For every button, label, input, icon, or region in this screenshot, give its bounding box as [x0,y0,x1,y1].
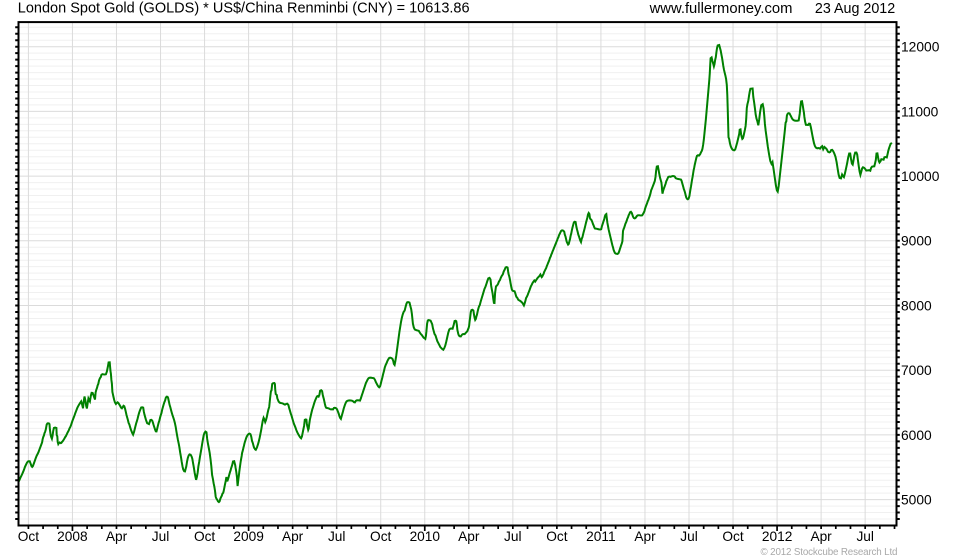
svg-text:Jul: Jul [328,529,346,544]
svg-text:2008: 2008 [57,529,88,544]
svg-text:© 2012 Stockcube Research Ltd: © 2012 Stockcube Research Ltd [761,547,898,558]
svg-text:2012: 2012 [762,529,792,544]
svg-text:www.fullermoney.com: www.fullermoney.com [649,1,793,17]
svg-text:Jul: Jul [680,529,698,544]
svg-text:Jul: Jul [152,529,170,544]
svg-text:11000: 11000 [901,104,939,119]
svg-text:Oct: Oct [194,529,215,544]
svg-text:2009: 2009 [233,529,263,544]
svg-text:6000: 6000 [901,428,932,443]
svg-text:23 Aug 2012: 23 Aug 2012 [815,1,895,17]
svg-text:2011: 2011 [586,529,615,544]
svg-text:8000: 8000 [901,298,932,313]
svg-text:Oct: Oct [546,529,567,544]
svg-text:Apr: Apr [106,529,128,544]
svg-text:12000: 12000 [901,40,940,55]
svg-text:Apr: Apr [282,529,304,544]
svg-text:Oct: Oct [370,529,391,544]
svg-text:7000: 7000 [901,363,932,378]
svg-text:Apr: Apr [810,529,832,544]
svg-text:Jul: Jul [504,529,522,544]
svg-text:2010: 2010 [410,529,441,544]
svg-text:10000: 10000 [901,169,940,184]
svg-text:Apr: Apr [634,529,656,544]
svg-text:Oct: Oct [18,529,39,544]
svg-text:Jul: Jul [856,529,874,544]
svg-text:5000: 5000 [901,493,932,508]
svg-text:9000: 9000 [901,234,932,249]
svg-text:London Spot Gold (GOLDS) * US$: London Spot Gold (GOLDS) * US$/China Ren… [18,1,470,17]
svg-text:Oct: Oct [722,529,743,544]
svg-text:Apr: Apr [458,529,480,544]
